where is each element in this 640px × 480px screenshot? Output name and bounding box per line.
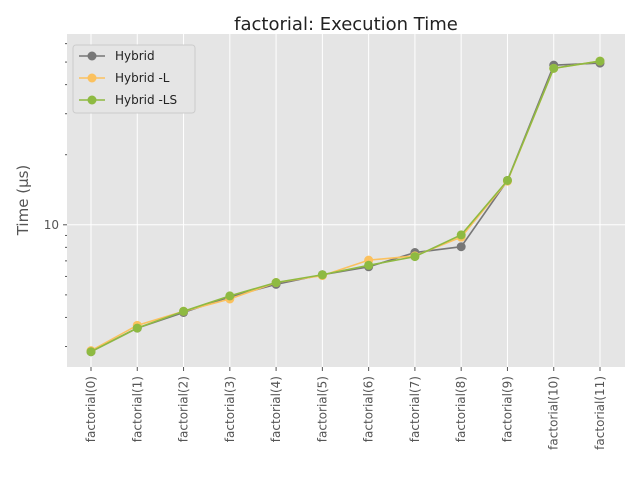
data-point [456, 242, 466, 252]
axis-ticks: factorial(0) factorial(1) factorial(2) fact… [44, 43, 607, 450]
data-point [456, 230, 466, 240]
data-point [132, 323, 142, 333]
data-point [502, 175, 512, 185]
data-point [549, 63, 559, 73]
legend-label: Hybrid -L [115, 71, 170, 85]
data-point [179, 306, 189, 316]
data-point [86, 347, 96, 357]
series-layer [86, 56, 605, 357]
data-point [271, 278, 281, 288]
x-tick-label: factorial(0) [84, 376, 98, 442]
data-point [364, 260, 374, 270]
legend-marker [87, 51, 97, 61]
x-tick-label: factorial(3) [223, 376, 237, 442]
legend-item: Hybrid [79, 49, 155, 63]
data-point [317, 270, 327, 280]
series-line [90, 60, 601, 353]
legend-label: Hybrid [115, 49, 155, 63]
x-tick-label: factorial(1) [130, 376, 144, 442]
x-tick-label: factorial(11) [593, 376, 607, 450]
x-tick-label: factorial(4) [269, 376, 283, 442]
data-point [410, 252, 420, 262]
x-tick-label: factorial(5) [315, 376, 329, 442]
y-axis-label: Time (µs) [14, 165, 32, 237]
x-tick-label: factorial(8) [454, 376, 468, 442]
legend-item: Hybrid -L [79, 71, 170, 85]
x-tick-label: factorial(7) [408, 376, 422, 442]
x-tick-label: factorial(6) [362, 376, 376, 442]
y-tick-label: 10 [44, 218, 59, 232]
legend-marker [87, 73, 97, 83]
series-2 [86, 56, 605, 357]
data-point [595, 56, 605, 66]
legend-box [72, 44, 196, 114]
data-point [225, 291, 235, 301]
x-tick-label: factorial(9) [500, 376, 514, 442]
legend-marker [87, 95, 97, 105]
x-tick-label: factorial(2) [177, 376, 191, 442]
legend-label: Hybrid -LS [115, 93, 177, 107]
legend: Hybrid Hybrid -L Hybrid -LS [72, 44, 196, 114]
chart-title: factorial: Execution Time [234, 14, 458, 35]
legend-item: Hybrid -LS [79, 93, 177, 107]
x-tick-label: factorial(10) [547, 376, 561, 450]
